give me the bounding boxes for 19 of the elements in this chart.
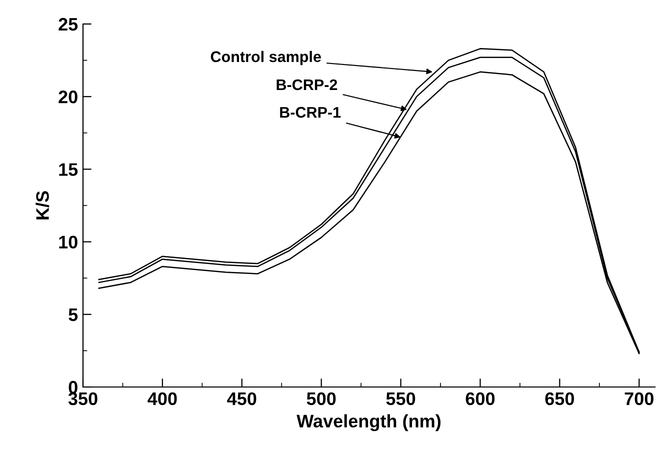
x-tick-label: 400 [148, 392, 177, 406]
x-tick-label: 650 [545, 392, 574, 406]
x-axis-title: Wavelength (nm) [296, 414, 440, 432]
annotation: B-CRP-1 [280, 106, 341, 118]
annotation: Control sample [210, 50, 321, 66]
y-tick-label: 5 [68, 308, 78, 322]
x-tick-label: 500 [306, 392, 336, 406]
y-tick-label: 0 [68, 380, 78, 394]
annotation: B-CRP-2 [276, 79, 338, 90]
y-axis-title: K/S [36, 191, 50, 220]
y-tick-label: 10 [59, 236, 78, 249]
x-tick-label: 700 [624, 392, 654, 406]
x-tick-label: 600 [466, 392, 495, 406]
y-tick-label: 25 [58, 18, 78, 31]
y-tick-label: 20 [58, 90, 78, 104]
x-tick-label: 450 [227, 392, 256, 406]
x-tick-label: 350 [68, 392, 98, 406]
x-tick-label: 550 [386, 392, 416, 406]
y-tick-label: 15 [59, 163, 78, 176]
